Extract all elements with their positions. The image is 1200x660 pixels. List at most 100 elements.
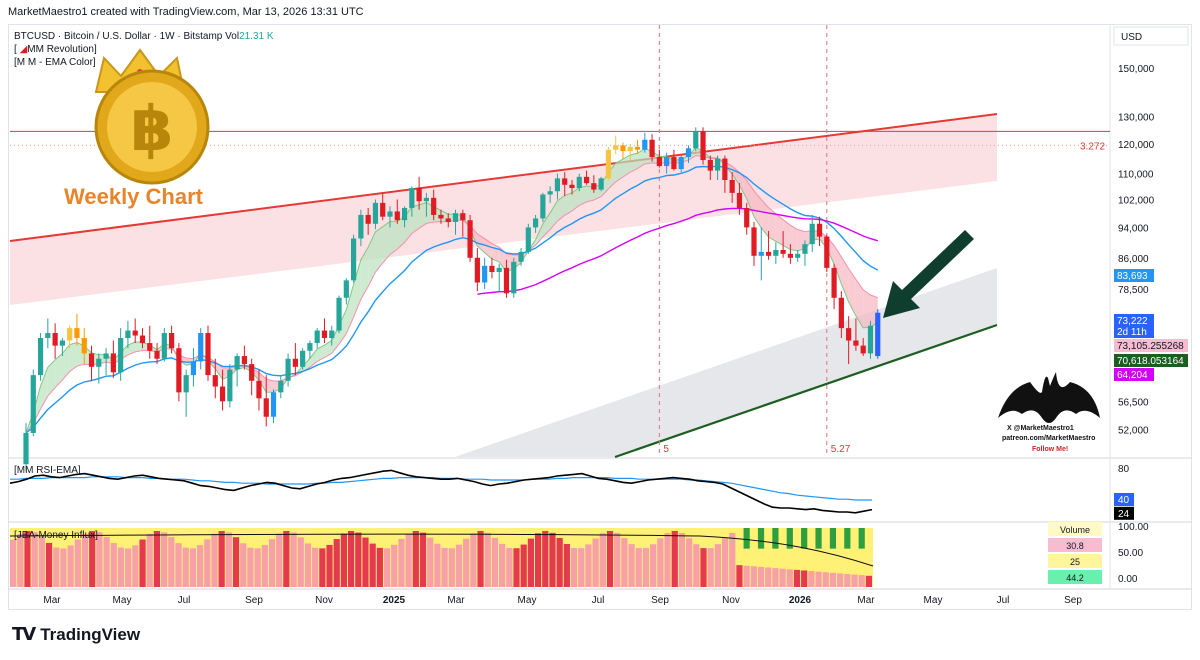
money-influx-bar	[268, 539, 276, 587]
candle	[707, 155, 713, 180]
indicator-legend-1[interactable]: [ ◢MM Revolution]	[14, 44, 97, 55]
money-influx-bar	[801, 570, 808, 587]
candle-body	[387, 211, 393, 217]
candle-body	[540, 194, 546, 219]
money-influx-bar	[96, 532, 103, 587]
candle-body	[321, 330, 328, 339]
candle-body	[685, 148, 692, 158]
money-influx-bar	[67, 545, 74, 587]
candle	[358, 209, 364, 247]
indicator-legend-2[interactable]: [M M - EMA Color]	[14, 57, 96, 68]
money-influx-bar	[53, 547, 60, 587]
money-influx-bar	[261, 545, 268, 587]
symbol-legend[interactable]: BTCUSD · Bitcoin / U.S. Dollar · 1W · Bi…	[14, 31, 274, 42]
candle	[496, 263, 502, 292]
candle	[401, 206, 408, 228]
money-influx-line	[9, 533, 874, 567]
price-badge-label: 73,105.255268	[1117, 341, 1184, 352]
money-influx-bar	[621, 538, 628, 587]
money-influx-bar	[117, 547, 125, 587]
candle-body	[198, 333, 204, 362]
vertical-marker-label: 5.27	[831, 444, 851, 455]
candle	[562, 172, 568, 197]
candle	[693, 127, 699, 152]
candle	[154, 343, 160, 365]
ema-cloud-segment	[550, 200, 558, 230]
money-influx-bar	[750, 566, 757, 587]
candle	[329, 325, 335, 346]
candle	[722, 155, 728, 193]
money-influx-bar	[585, 544, 592, 587]
tradingview-logo[interactable]: TV TradingView	[12, 624, 140, 645]
candle-body	[263, 398, 269, 417]
candle-body	[219, 386, 226, 402]
money-influx-bar	[441, 547, 448, 587]
support-channel-fill	[455, 268, 997, 457]
ema-cloud-segment	[841, 256, 849, 302]
money-influx-bar	[45, 542, 53, 587]
money-influx-green-bar	[743, 528, 750, 549]
candle	[314, 328, 320, 349]
candle-body	[118, 338, 124, 373]
candle-body	[88, 353, 95, 367]
candle	[853, 318, 859, 351]
rsi-legend[interactable]: [MM RSI-EMA]	[14, 465, 81, 476]
candle-body	[270, 392, 277, 417]
ema-cloud-segment	[783, 219, 791, 250]
resistance-trendline	[9, 113, 998, 242]
candle-body	[605, 149, 611, 179]
candle-body	[700, 131, 706, 161]
ema-mid-line	[25, 155, 878, 434]
money-influx-bar	[635, 548, 642, 587]
candle-body	[329, 330, 335, 339]
candle	[554, 173, 561, 200]
candle	[103, 348, 109, 376]
money-influx-legend[interactable]: [JBA-Money Influx]	[14, 530, 98, 541]
candle-body	[649, 139, 655, 158]
money-influx-bar	[686, 538, 693, 587]
ema-cloud-segment	[761, 199, 769, 238]
time-axis-tick: May	[518, 595, 537, 606]
money-influx-bar	[376, 547, 383, 587]
tradingview-name: TradingView	[40, 624, 141, 644]
candle	[67, 325, 73, 349]
candle-body	[234, 356, 240, 370]
candle-body	[867, 325, 874, 354]
money-influx-bar	[283, 530, 290, 587]
price-badge	[1114, 314, 1154, 338]
money-influx-bar	[714, 544, 721, 587]
candle	[598, 176, 604, 192]
candle-body	[715, 158, 721, 171]
candle	[656, 149, 662, 168]
candle	[205, 325, 211, 381]
money-influx-bar	[499, 543, 506, 587]
candle	[838, 291, 844, 339]
candle-body	[809, 223, 815, 245]
money-influx-bar	[606, 530, 614, 587]
candle-body	[474, 257, 480, 283]
candle-body	[190, 361, 197, 376]
signature-line-3: Follow Me!	[1032, 446, 1069, 453]
money-influx-bar	[434, 543, 441, 587]
candle	[875, 309, 881, 359]
ema-cloud-segment	[855, 279, 864, 328]
candle-body	[525, 227, 531, 252]
candle	[161, 328, 167, 362]
candle	[773, 242, 779, 264]
candle	[627, 143, 633, 161]
candle-body	[729, 179, 735, 193]
candle	[569, 179, 575, 195]
money-influx-bar	[369, 543, 376, 587]
candle	[285, 353, 291, 387]
money-influx-bar	[290, 532, 297, 587]
candle	[445, 213, 451, 228]
candle	[343, 278, 349, 305]
money-influx-bar	[125, 548, 132, 587]
money-influx-bar	[808, 571, 815, 587]
candle	[744, 202, 750, 235]
candle	[642, 132, 648, 153]
ema-cloud-segment	[346, 284, 354, 334]
currency-box	[1113, 26, 1189, 46]
money-influx-bar	[851, 574, 858, 587]
